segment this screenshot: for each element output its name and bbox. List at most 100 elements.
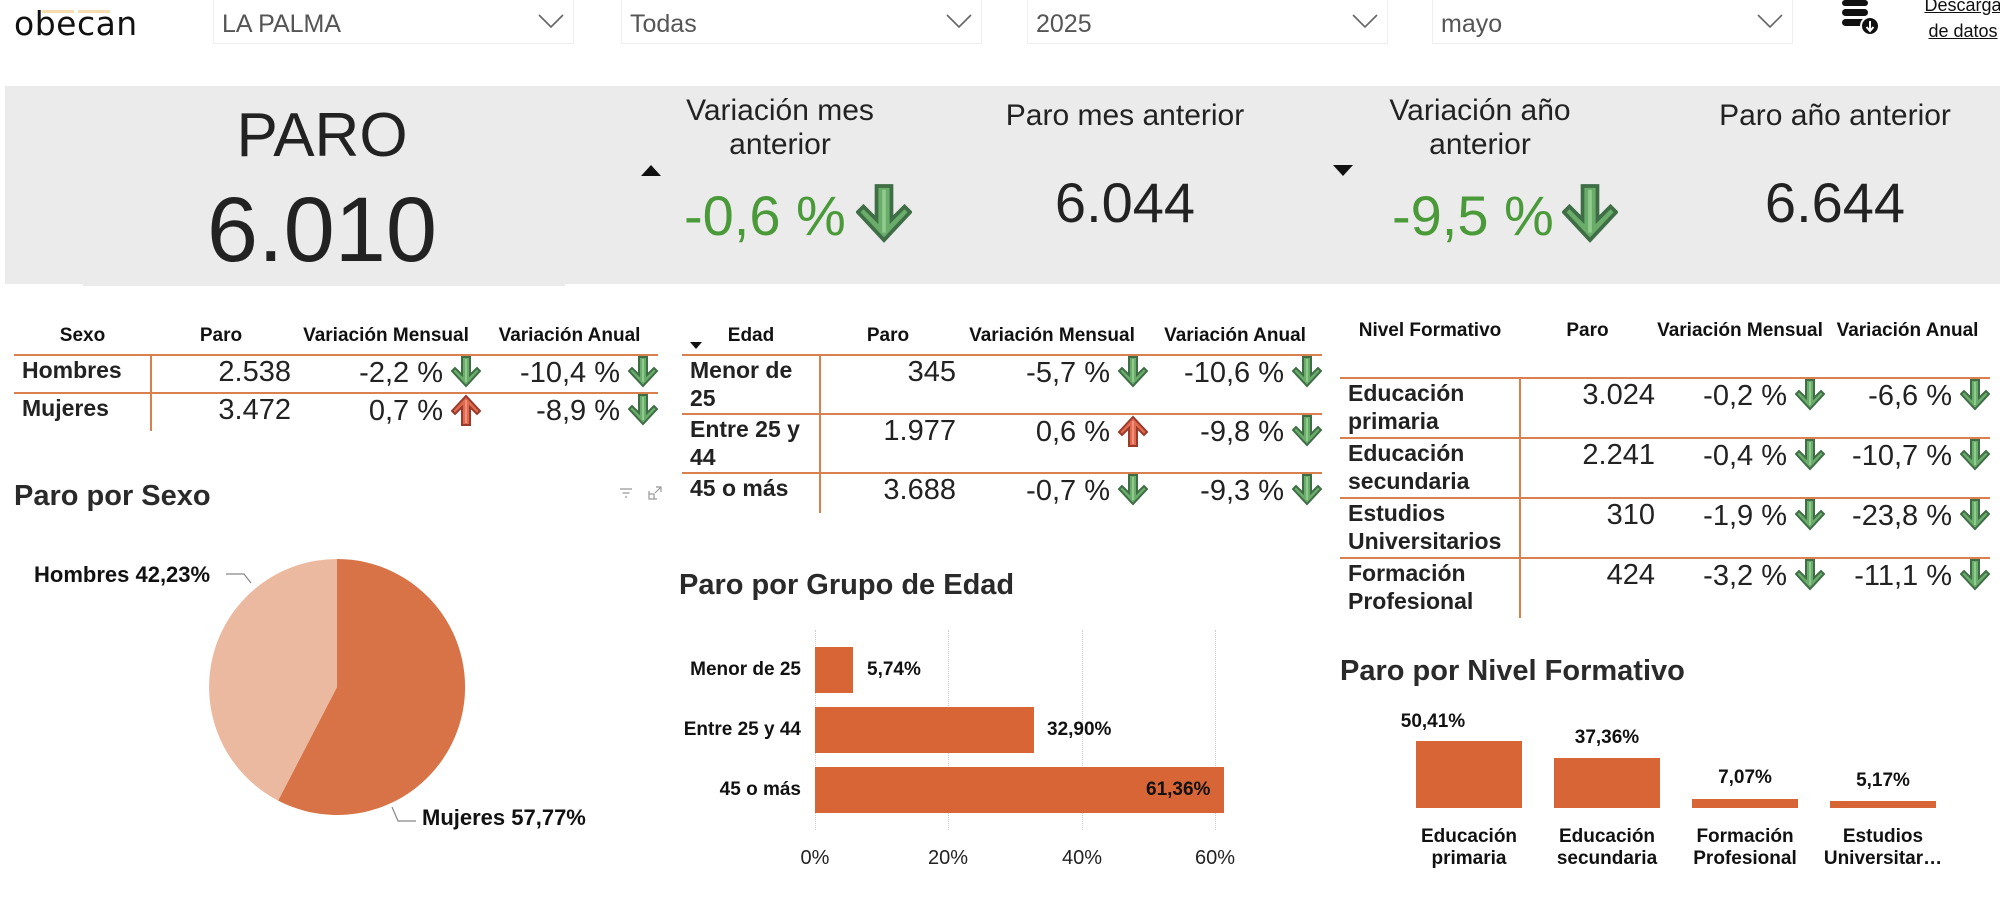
var-mensual-value: -0,7 % <box>1026 475 1110 507</box>
sort-descending-icon[interactable] <box>1333 165 1353 176</box>
col-header-edad[interactable]: Edad <box>682 318 820 355</box>
bar-educacion-primaria[interactable] <box>1416 741 1522 808</box>
database-download-icon[interactable] <box>1840 0 1880 36</box>
kpi-var-mes-label-line2: anterior <box>729 128 831 161</box>
bar-entre-25-44[interactable] <box>815 707 1034 753</box>
kpi-var-mes-label: Variación mes anterior <box>640 94 920 162</box>
municipio-dropdown[interactable]: LA PALMA <box>213 0 574 44</box>
var-mensual-value: -3,2 % <box>1703 560 1787 592</box>
paro-cell: 3.472 <box>151 392 291 431</box>
col-header-edad-label: Edad <box>727 325 775 346</box>
category-line: Universitar… <box>1823 848 1943 869</box>
var-mensual-cell: -5,7 % <box>956 354 1148 414</box>
bar-45-o-mas[interactable] <box>815 767 1224 813</box>
table-row[interactable]: Estudios Universitarios 310 -1,9 % -23,8… <box>1340 497 1990 558</box>
kpi-var-mes-label-line1: Variación mes <box>686 94 874 127</box>
sort-ascending-icon[interactable] <box>641 165 661 176</box>
col-header-paro[interactable]: Paro <box>199 325 243 346</box>
row-label: Menor de 25 <box>682 354 821 414</box>
var-anual-cell: -10,4 % <box>481 354 658 393</box>
col-header-var-mensual[interactable]: Variación Mensual <box>969 325 1135 346</box>
paro-cell: 3.024 <box>1520 377 1655 438</box>
bar-educacion-secundaria[interactable] <box>1554 758 1660 808</box>
arrow-down-icon <box>628 356 658 388</box>
kpi-paro-title: PARO <box>236 101 408 170</box>
col-header-var-anual[interactable]: Variación Anual <box>1836 320 1979 341</box>
category-line: Estudios <box>1842 826 1924 847</box>
download-data-link[interactable]: Descarga de datos <box>1918 0 2000 44</box>
download-link-line2: de datos <box>1928 21 1998 41</box>
table-row[interactable]: 45 o más 3.688 -0,7 % -9,3 % <box>682 472 1322 513</box>
paro-value: 424 <box>1606 559 1655 591</box>
x-tick-label: 40% <box>1061 847 1103 869</box>
bar-menor-25[interactable] <box>815 647 853 693</box>
kpi-panel-underline <box>83 284 565 286</box>
var-anual-value: -10,4 % <box>520 357 620 389</box>
var-mensual-value: -1,9 % <box>1703 500 1787 532</box>
col-header-var-mensual[interactable]: Variación Mensual <box>303 325 469 346</box>
paro-cell: 424 <box>1520 557 1655 618</box>
row-label: Educación secundaria <box>1340 437 1521 498</box>
table-row[interactable]: Educación primaria 3.024 -0,2 % -6,6 % <box>1340 377 1990 438</box>
arrow-down-icon <box>1562 184 1618 244</box>
var-anual-value: -10,7 % <box>1852 440 1952 472</box>
arrow-down-icon <box>1795 559 1825 591</box>
sector-dropdown[interactable]: Todas <box>621 0 982 44</box>
row-label: Educación primaria <box>1340 377 1521 438</box>
bar-formacion-profesional[interactable] <box>1692 799 1798 808</box>
logo: obecan <box>14 4 138 43</box>
var-anual-value: -8,9 % <box>536 395 620 427</box>
var-anual-value: -6,6 % <box>1868 380 1952 412</box>
var-mensual-value: -5,7 % <box>1026 357 1110 389</box>
bar-value-label: 50,41% <box>1400 711 1466 732</box>
row-label: 45 o más <box>682 472 821 513</box>
var-mensual-cell: -1,9 % <box>1655 497 1825 558</box>
month-dropdown[interactable]: mayo <box>1432 0 1793 44</box>
month-value: mayo <box>1441 10 1503 38</box>
col-header-sexo[interactable]: Sexo <box>59 325 106 346</box>
table-row[interactable]: Hombres 2.538 -2,2 % -10,4 % <box>14 354 658 393</box>
paro-value: 3.472 <box>218 394 291 426</box>
download-link-line1: Descarga <box>1924 0 2000 15</box>
table-row[interactable]: Entre 25 y 44 1.977 0,6 % -9,8 % <box>682 413 1322 473</box>
paro-value: 2.538 <box>218 356 291 388</box>
arrow-down-icon <box>1292 415 1322 447</box>
paro-value: 2.241 <box>1582 439 1655 471</box>
col-header-paro[interactable]: Paro <box>1566 320 1609 341</box>
table-row[interactable]: Mujeres 3.472 0,7 % -8,9 % <box>14 392 658 431</box>
arrow-down-icon <box>1118 474 1148 506</box>
col-header-var-anual[interactable]: Variación Anual <box>498 325 641 346</box>
year-dropdown[interactable]: 2025 <box>1027 0 1388 44</box>
arrow-up-icon <box>451 394 481 426</box>
col-header-var-anual[interactable]: Variación Anual <box>1164 325 1306 346</box>
row-label: Formación Profesional <box>1340 557 1521 618</box>
x-tick-label: 0% <box>800 847 830 869</box>
pie-leader-line <box>226 573 252 584</box>
paro-cell: 345 <box>820 354 956 414</box>
col-header-paro[interactable]: Paro <box>866 325 910 346</box>
arrow-down-icon <box>451 356 481 388</box>
table-row[interactable]: Formación Profesional 424 -3,2 % -11,1 % <box>1340 557 1990 618</box>
row-label: Entre 25 y 44 <box>682 413 821 473</box>
pie-chart-sexo[interactable] <box>200 555 475 820</box>
table-sexo: Sexo Paro Variación Mensual Variación An… <box>14 318 658 431</box>
x-tick-label: 60% <box>1194 847 1236 869</box>
pie-leader-line <box>391 806 416 822</box>
arrow-down-icon <box>1795 379 1825 411</box>
kpi-paro-value: 6.010 <box>206 179 438 281</box>
table-row[interactable]: Educación secundaria 2.241 -0,4 % -10,7 … <box>1340 437 1990 498</box>
row-label: Hombres <box>14 354 152 393</box>
bar-estudios-universitarios[interactable] <box>1830 801 1936 808</box>
table-row[interactable]: Menor de 25 345 -5,7 % -10,6 % <box>682 354 1322 414</box>
bar-category-label: Estudios Universitar… <box>1813 826 1953 870</box>
chevron-down-icon <box>538 14 564 29</box>
col-header-nivel-formativo[interactable]: Nivel Formativo <box>1358 320 1502 341</box>
paro-value: 310 <box>1606 499 1655 531</box>
kpi-var-anio-label-line1: Variación año <box>1389 94 1571 127</box>
arrow-down-icon <box>1960 559 1990 591</box>
focus-mode-icon[interactable] <box>647 485 663 501</box>
col-header-var-mensual[interactable]: Variación Mensual <box>1657 320 1823 341</box>
var-anual-value: -23,8 % <box>1852 500 1952 532</box>
filter-icon[interactable] <box>618 485 634 501</box>
var-mensual-value: 0,6 % <box>1035 416 1110 448</box>
